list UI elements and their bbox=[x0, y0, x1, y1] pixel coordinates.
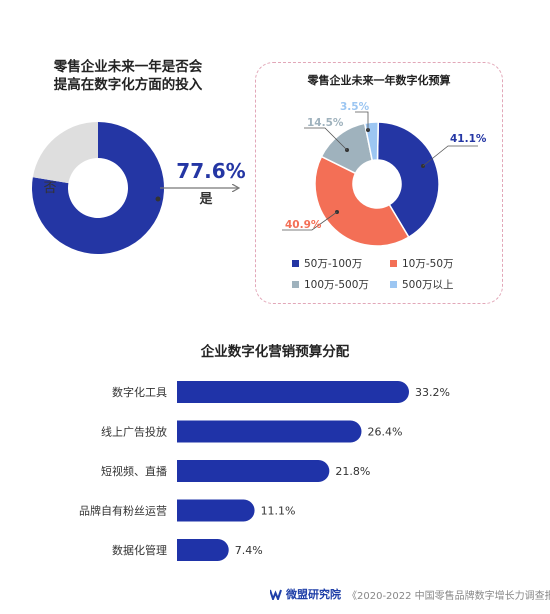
bar bbox=[177, 539, 229, 561]
legend-label: 10万-50万 bbox=[402, 258, 454, 270]
budget-slice-10-50 bbox=[314, 155, 410, 247]
bar-value-label: 33.2% bbox=[415, 386, 450, 399]
legend-swatch bbox=[390, 281, 397, 288]
yes-no-labels: 否 77.6% 是 bbox=[43, 159, 245, 207]
legend-swatch bbox=[390, 260, 397, 267]
budget-label-100-500: 14.5% bbox=[307, 117, 344, 129]
yes-no-label-yes-value: 77.6% bbox=[176, 159, 245, 183]
budget-labels: 41.1% 40.9% 14.5% 3.5% bbox=[282, 101, 487, 231]
yes-slice bbox=[32, 122, 165, 255]
budget-leader-line bbox=[422, 145, 478, 167]
bar-category-label: 数字化工具 bbox=[112, 385, 167, 399]
budget-leader-line bbox=[304, 127, 348, 151]
bar-value-label: 26.4% bbox=[367, 426, 402, 439]
footer: 微盟研究院 《2020-2022 中国零售品牌数字增长力调查报告》 bbox=[270, 586, 550, 602]
legend-item: 10万-50万 bbox=[390, 256, 488, 271]
legend-label: 100万-500万 bbox=[304, 279, 369, 291]
bar-category-label: 数据化管理 bbox=[112, 543, 167, 557]
budget-slice-50-100 bbox=[376, 121, 440, 239]
budget-leader-line bbox=[282, 211, 338, 231]
yes-no-label-yes: 是 bbox=[198, 192, 213, 207]
yes-no-donut bbox=[32, 122, 165, 255]
footer-report: 《2020-2022 中国零售品牌数字增长力调查报告》 bbox=[347, 590, 550, 602]
budget-label-50-100: 41.1% bbox=[450, 133, 487, 145]
legend-item: 500万以上 bbox=[390, 277, 488, 292]
legend-label: 50万-100万 bbox=[304, 258, 363, 270]
bar bbox=[177, 460, 330, 482]
yes-no-title-line1: 零售企业未来一年是否会 bbox=[53, 59, 203, 75]
budget-legend: 50万-100万 10万-50万 100万-500万 500万以上 bbox=[292, 256, 492, 292]
yes-no-chart-title: 零售企业未来一年是否会 提高在数字化方面的投入 bbox=[28, 58, 228, 94]
bar bbox=[177, 381, 409, 403]
brand-logo-icon bbox=[270, 589, 282, 600]
bar-value-label: 11.1% bbox=[261, 505, 296, 518]
budget-label-10-50: 40.9% bbox=[285, 219, 322, 231]
bar-category-label: 品牌自有粉丝运营 bbox=[79, 504, 167, 518]
legend-swatch bbox=[292, 260, 299, 267]
bar-category-label: 短视频、直播 bbox=[101, 464, 167, 478]
yes-no-label-no: 否 bbox=[43, 181, 56, 196]
budget-chart-panel bbox=[255, 62, 503, 304]
footer-brand: 微盟研究院 bbox=[270, 586, 341, 602]
legend-label: 500万以上 bbox=[402, 279, 454, 291]
yes-no-title-line2: 提高在数字化方面的投入 bbox=[53, 77, 203, 93]
bar-value-label: 21.8% bbox=[335, 465, 370, 478]
marketing-bar-chart: 数字化工具 33.2% 线上广告投放 26.4% 短视频、直播 21.8% 品牌自有粉丝运营… bbox=[79, 381, 450, 561]
top-charts-svg: 否 77.6% 是 41.1% 40.9% 14.5% 3.5% bbox=[32, 101, 487, 255]
no-slice bbox=[32, 122, 99, 184]
footer-brand-name: 微盟研究院 bbox=[286, 588, 341, 601]
legend-swatch bbox=[292, 281, 299, 288]
bar bbox=[177, 499, 255, 522]
bar bbox=[177, 420, 362, 443]
yes-pointer-dot bbox=[155, 196, 161, 202]
budget-label-500-plus: 3.5% bbox=[340, 101, 370, 113]
budget-leader-line bbox=[355, 111, 369, 130]
bar-category-label: 线上广告投放 bbox=[101, 425, 167, 439]
legend-item: 50万-100万 bbox=[292, 256, 390, 271]
budget-chart-title: 零售企业未来一年数字化预算 bbox=[307, 74, 451, 87]
legend-item: 100万-500万 bbox=[292, 277, 390, 292]
marketing-chart-title: 企业数字化营销预算分配 bbox=[200, 344, 350, 360]
bar-value-label: 7.4% bbox=[235, 544, 263, 557]
